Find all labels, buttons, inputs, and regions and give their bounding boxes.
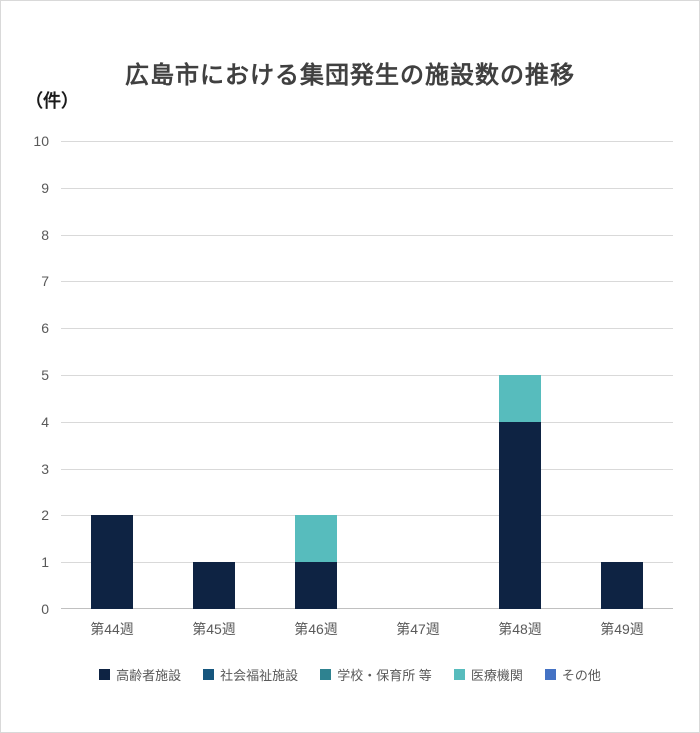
gridline <box>61 515 673 517</box>
gridline <box>61 281 673 283</box>
x-axis-tick-label: 第46週 <box>294 621 338 637</box>
x-axis-tick-label: 第49週 <box>600 621 644 637</box>
y-axis-tick-label: 0 <box>41 601 49 617</box>
legend-marker-icon <box>453 669 465 680</box>
y-axis-tick-label: 6 <box>41 320 49 337</box>
legend-item: 学校・保育所 等 <box>320 665 432 684</box>
gridline <box>61 234 673 236</box>
legend-item: 高齢者施設 <box>99 665 181 684</box>
x-axis-tick-label: 第48週 <box>498 621 542 637</box>
gridline <box>61 187 673 189</box>
y-axis-labels: 0 1 2 3 4 5 6 7 8 9 10 <box>1 133 49 617</box>
legend-item: 社会福祉施設 <box>203 665 298 684</box>
x-axis-tick-label: 第45週 <box>192 621 236 637</box>
y-axis-tick-label: 8 <box>41 226 49 243</box>
gridline <box>61 421 673 423</box>
gridline <box>61 328 673 330</box>
chart-title: 広島市における集団発生の施設数の推移 <box>125 62 575 89</box>
y-axis-tick-label: 10 <box>33 133 49 149</box>
legend-marker-icon <box>320 669 332 680</box>
bar-segment <box>499 375 541 422</box>
bar-segment <box>295 562 337 609</box>
legend-item: その他 <box>544 665 601 684</box>
bar-segment <box>601 562 643 609</box>
y-axis-tick-label: 1 <box>41 554 49 571</box>
plot-area <box>61 141 673 609</box>
bar-segment <box>295 515 337 563</box>
y-axis-tick-label: 3 <box>41 460 49 477</box>
bar-segment <box>91 515 133 609</box>
y-axis-tick-label: 9 <box>41 179 49 196</box>
x-axis-line <box>61 608 673 609</box>
legend-marker-icon <box>544 669 556 680</box>
x-axis-tick-label: 第47週 <box>396 621 440 637</box>
legend-marker-icon <box>203 669 215 680</box>
y-axis-tick-label: 5 <box>41 367 49 383</box>
gridline <box>61 375 673 376</box>
legend-label: 社会福祉施設 <box>220 668 299 683</box>
gridline <box>61 141 673 142</box>
legend-label: 医療機関 <box>470 668 523 683</box>
bar-segment <box>499 421 541 609</box>
legend-label: 学校・保育所 等 <box>337 668 432 683</box>
legend-item: 医療機関 <box>453 665 523 684</box>
legend-label: その他 <box>561 668 601 683</box>
legend-label: 高齢者施設 <box>116 668 182 683</box>
x-axis-tick-label: 第44週 <box>90 621 134 637</box>
gridline <box>61 468 673 470</box>
bar-segment <box>193 562 235 609</box>
y-axis-tick-label: 7 <box>41 273 49 290</box>
x-axis-labels: 第44週 第45週 第46週 第47週 第48週 第49週 <box>61 619 673 639</box>
gridline <box>61 562 673 564</box>
y-axis-tick-label: 4 <box>41 413 49 430</box>
legend-marker-icon <box>99 669 111 680</box>
y-axis-unit-label: （件） <box>25 91 79 111</box>
y-axis-tick-label: 2 <box>41 507 49 524</box>
legend: 高齢者施設 社会福祉施設 学校・保育所 等 医療機関 その他 <box>1 665 699 684</box>
